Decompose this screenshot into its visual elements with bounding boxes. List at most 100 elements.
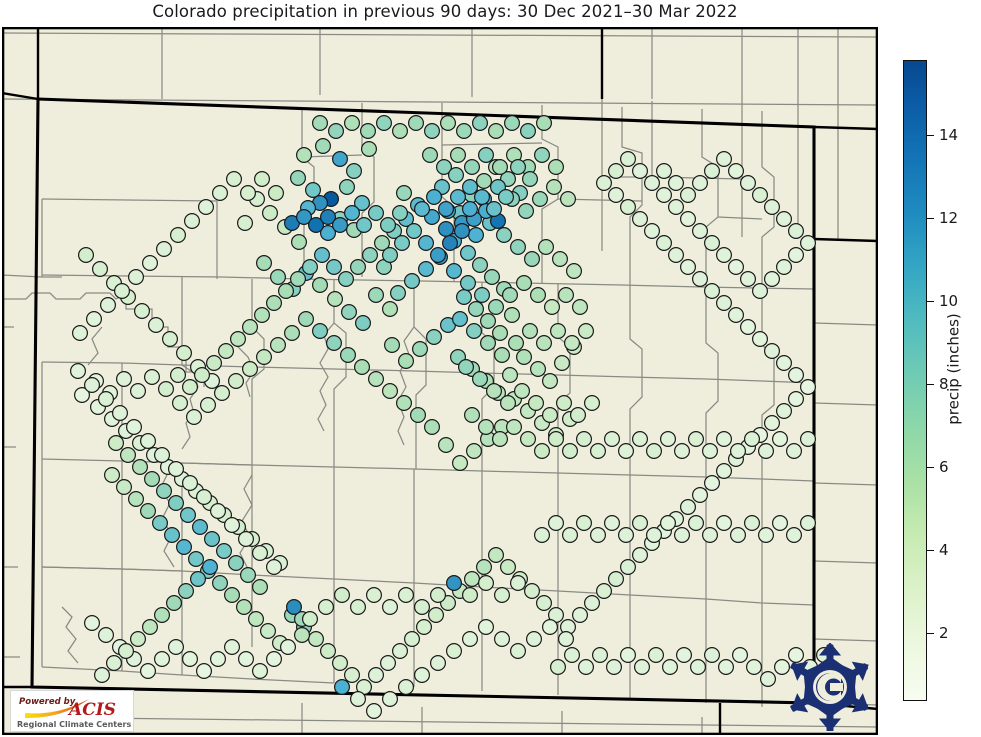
station-marker[interactable] [71,325,88,342]
station-marker[interactable] [466,443,483,460]
station-marker[interactable] [302,610,319,627]
station-marker[interactable] [380,654,397,671]
station-marker[interactable] [154,447,171,464]
station-marker[interactable] [332,217,349,234]
station-marker[interactable] [266,295,283,312]
station-marker[interactable] [172,395,189,412]
station-marker[interactable] [206,355,223,372]
station-marker[interactable] [180,507,197,524]
station-marker[interactable] [182,379,199,396]
station-marker[interactable] [456,289,473,306]
station-marker[interactable] [428,606,445,623]
station-marker[interactable] [759,670,776,687]
station-marker[interactable] [113,283,130,300]
station-marker[interactable] [531,191,548,208]
station-marker[interactable] [655,163,672,180]
station-marker[interactable] [480,313,497,330]
station-marker[interactable] [541,618,558,635]
station-marker[interactable] [462,179,479,196]
station-marker[interactable] [715,515,732,532]
station-marker[interactable] [390,285,407,302]
station-marker[interactable] [252,578,269,595]
station-marker[interactable] [298,311,315,328]
station-marker[interactable] [775,403,792,420]
station-marker[interactable] [69,363,86,380]
station-marker[interactable] [763,199,780,216]
station-marker[interactable] [583,594,600,611]
station-marker[interactable] [290,170,307,187]
station-marker[interactable] [266,558,283,575]
station-marker[interactable] [523,251,540,268]
station-marker[interactable] [468,301,485,318]
station-marker[interactable] [583,395,600,412]
station-marker[interactable] [519,431,536,448]
station-marker[interactable] [547,515,564,532]
colorado-map[interactable] [2,27,878,735]
station-marker[interactable] [302,259,319,276]
station-marker[interactable] [679,499,696,516]
station-marker[interactable] [460,245,477,262]
station-marker[interactable] [194,367,211,384]
station-marker[interactable] [553,355,570,372]
station-marker[interactable] [607,187,624,204]
station-marker[interactable] [130,383,147,400]
station-marker[interactable] [527,395,544,412]
station-marker[interactable] [589,527,606,544]
station-marker[interactable] [117,642,134,659]
station-marker[interactable] [655,235,672,252]
station-marker[interactable] [703,283,720,300]
station-marker[interactable] [675,646,692,663]
station-marker[interactable] [715,463,732,480]
station-marker[interactable] [224,586,241,603]
station-marker[interactable] [551,251,568,268]
station-marker[interactable] [248,610,265,627]
station-marker[interactable] [424,122,441,139]
station-marker[interactable] [787,223,804,240]
station-marker[interactable] [162,331,179,348]
station-marker[interactable] [332,654,349,671]
station-marker[interactable] [486,201,503,218]
station-marker[interactable] [452,455,469,472]
station-marker[interactable] [254,171,271,188]
station-marker[interactable] [731,646,748,663]
station-marker[interactable] [168,461,185,478]
station-marker[interactable] [466,323,483,340]
station-marker[interactable] [218,343,235,360]
station-marker[interactable] [308,217,325,234]
station-marker[interactable] [659,431,676,448]
station-marker[interactable] [148,317,165,334]
station-marker[interactable] [260,622,277,639]
station-marker[interactable] [270,269,287,286]
station-marker[interactable] [368,287,385,304]
station-marker[interactable] [214,385,231,402]
station-marker[interactable] [446,642,463,659]
station-marker[interactable] [454,223,471,240]
station-marker[interactable] [312,114,329,131]
station-marker[interactable] [164,527,181,544]
station-marker[interactable] [533,443,550,460]
station-marker[interactable] [703,163,720,180]
station-marker[interactable] [703,475,720,492]
station-marker[interactable] [691,487,708,504]
station-marker[interactable] [91,261,108,278]
station-marker[interactable] [450,146,467,163]
station-marker[interactable] [196,662,213,679]
station-marker[interactable] [315,137,332,154]
station-marker[interactable] [571,606,588,623]
station-marker[interactable] [537,239,554,256]
station-marker[interactable] [440,114,457,131]
station-marker[interactable] [314,247,331,264]
station-marker[interactable] [140,503,157,520]
station-marker[interactable] [543,299,560,316]
station-marker[interactable] [775,211,792,228]
station-marker[interactable] [338,271,355,288]
station-marker[interactable] [350,690,367,707]
station-marker[interactable] [404,273,421,290]
station-marker[interactable] [398,678,415,695]
station-marker[interactable] [533,146,550,163]
station-marker[interactable] [366,586,383,603]
station-marker[interactable] [799,515,816,532]
station-marker[interactable] [376,114,393,131]
station-marker[interactable] [170,227,187,244]
station-marker[interactable] [763,271,780,288]
